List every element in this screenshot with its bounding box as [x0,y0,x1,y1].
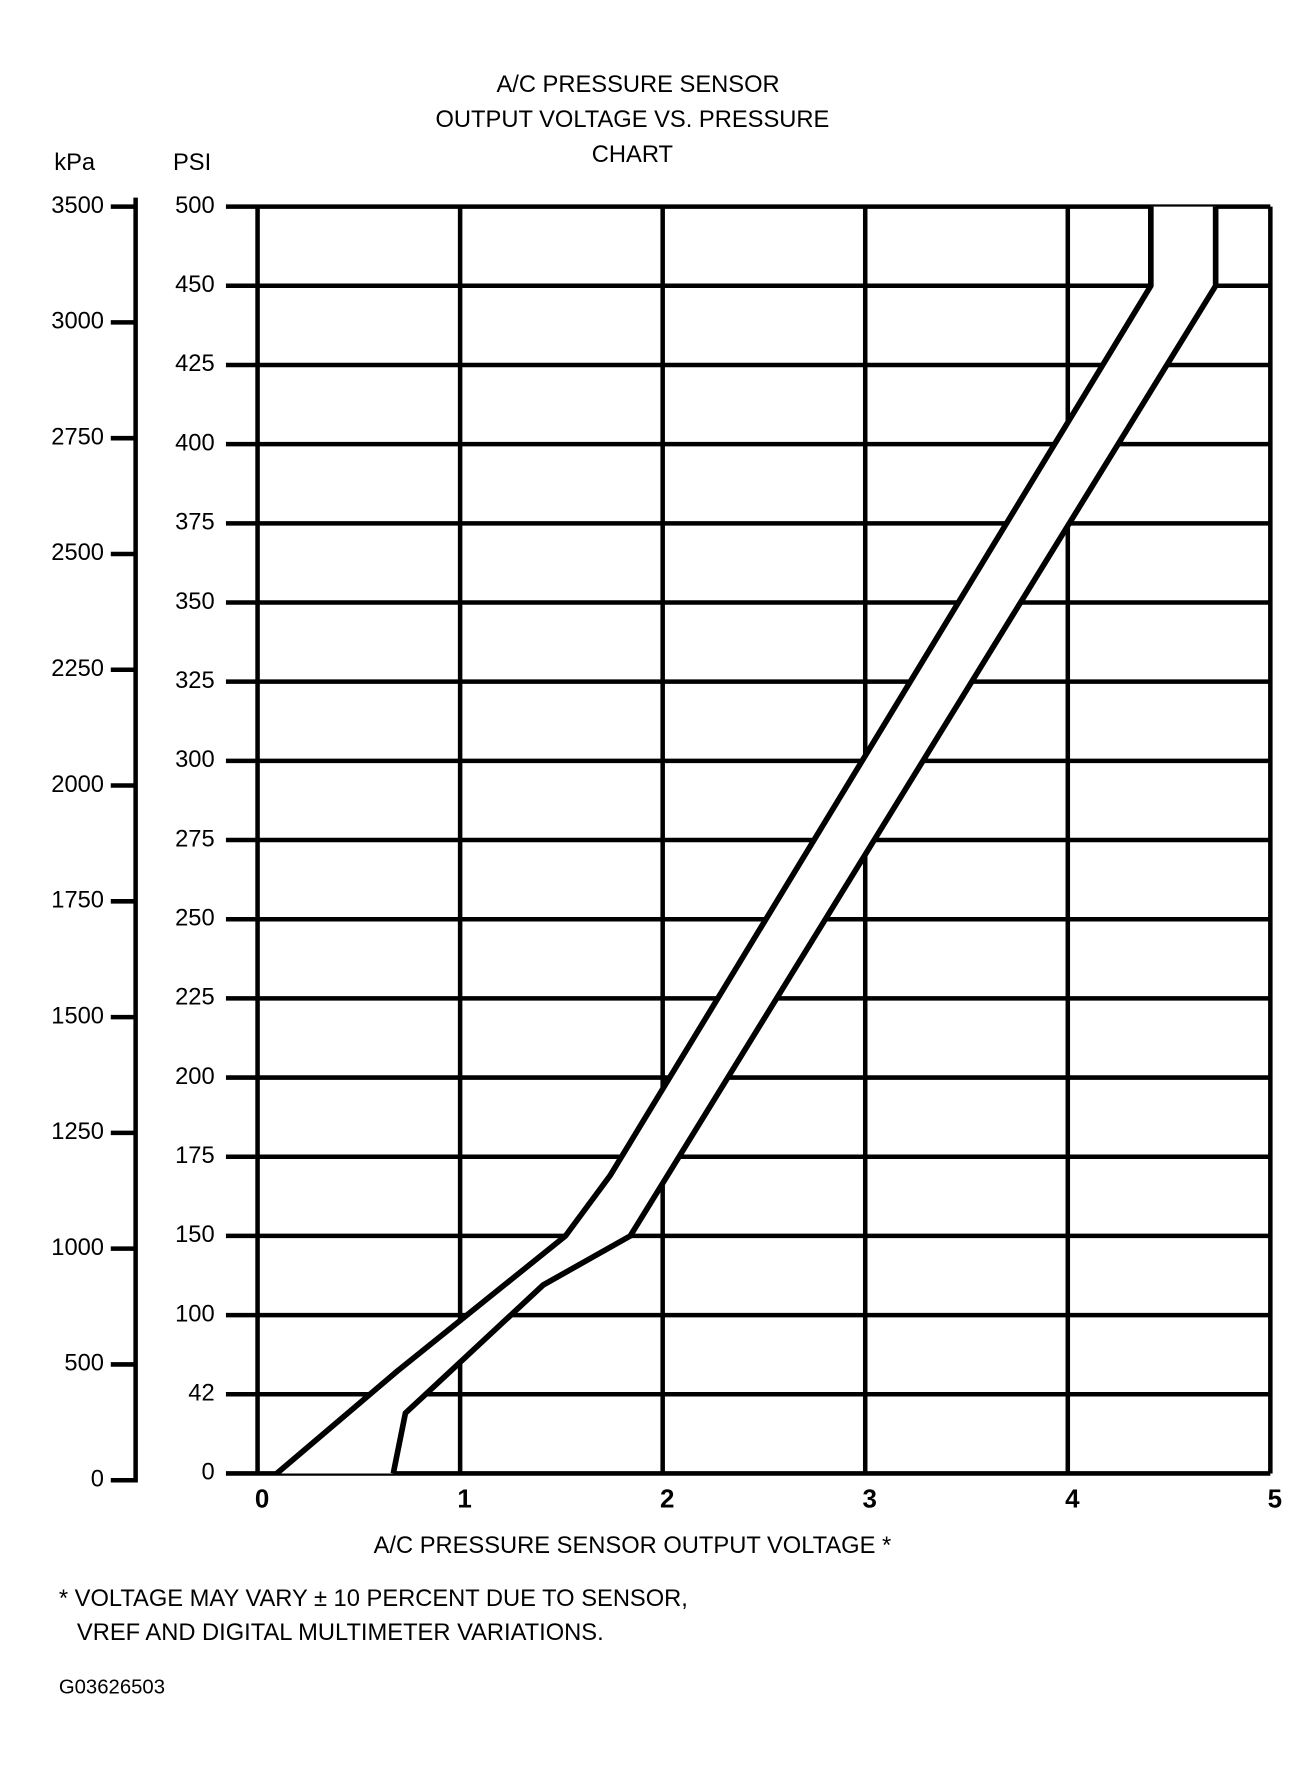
y2-tick-label: 500 [64,1351,104,1377]
band-edge [390,206,1219,1474]
y2-tick-label: 0 [91,1466,104,1492]
y2-tick-label: 1250 [51,1119,104,1145]
chart-title: A/C PRESSURE SENSOR [496,72,779,98]
x-tick-label: 3 [863,1483,877,1513]
footnote: * VOLTAGE MAY VARY ± 10 PERCENT DUE TO S… [59,1586,688,1612]
y-tick-label: 0 [201,1460,214,1486]
y2-tick-label: 2250 [51,656,104,682]
y-tick-label: 350 [175,589,215,615]
y2-tick-label: 2750 [51,424,104,450]
y-tick-label: 325 [175,668,215,694]
x-tick-label: 1 [457,1483,471,1513]
y2-tick-label: 2500 [51,540,104,566]
x-tick-label: 0 [255,1483,269,1513]
y2-tick-label: 3500 [51,193,104,219]
y-tick-label: 175 [175,1143,215,1169]
y-tick-label: 275 [175,826,215,852]
y2-tick-label: 3000 [51,309,104,335]
y2-axis-label: kPa [54,150,96,176]
y-tick-label: 225 [175,985,215,1011]
y-tick-label: 200 [175,1064,215,1090]
y-tick-label: 42 [188,1381,214,1407]
y-tick-label: 425 [175,351,215,377]
x-axis-label: A/C PRESSURE SENSOR OUTPUT VOLTAGE * [374,1533,892,1559]
chart-title: CHART [592,142,673,168]
footnote: VREF AND DIGITAL MULTIMETER VARIATIONS. [77,1620,604,1646]
y-tick-label: 300 [175,747,215,773]
y2-tick-label: 2000 [51,772,104,798]
y-tick-label: 250 [175,905,215,931]
chart-title: OUTPUT VOLTAGE VS. PRESSURE [436,107,830,133]
figure-id: G03626503 [59,1676,165,1698]
band-edge [274,206,1154,1476]
y-tick-label: 500 [175,193,215,219]
y-tick-label: 150 [175,1222,215,1248]
y-axis-label: PSI [173,150,211,176]
y-tick-label: 100 [175,1301,215,1327]
y-tick-label: 400 [175,430,215,456]
y2-tick-label: 1500 [51,1003,104,1029]
x-tick-label: 5 [1268,1483,1282,1513]
x-tick-label: 2 [660,1483,674,1513]
y-tick-label: 375 [175,510,215,536]
y2-tick-label: 1000 [51,1235,104,1261]
y2-tick-label: 1750 [51,888,104,914]
y-tick-label: 450 [175,272,215,298]
x-tick-label: 4 [1065,1483,1080,1513]
